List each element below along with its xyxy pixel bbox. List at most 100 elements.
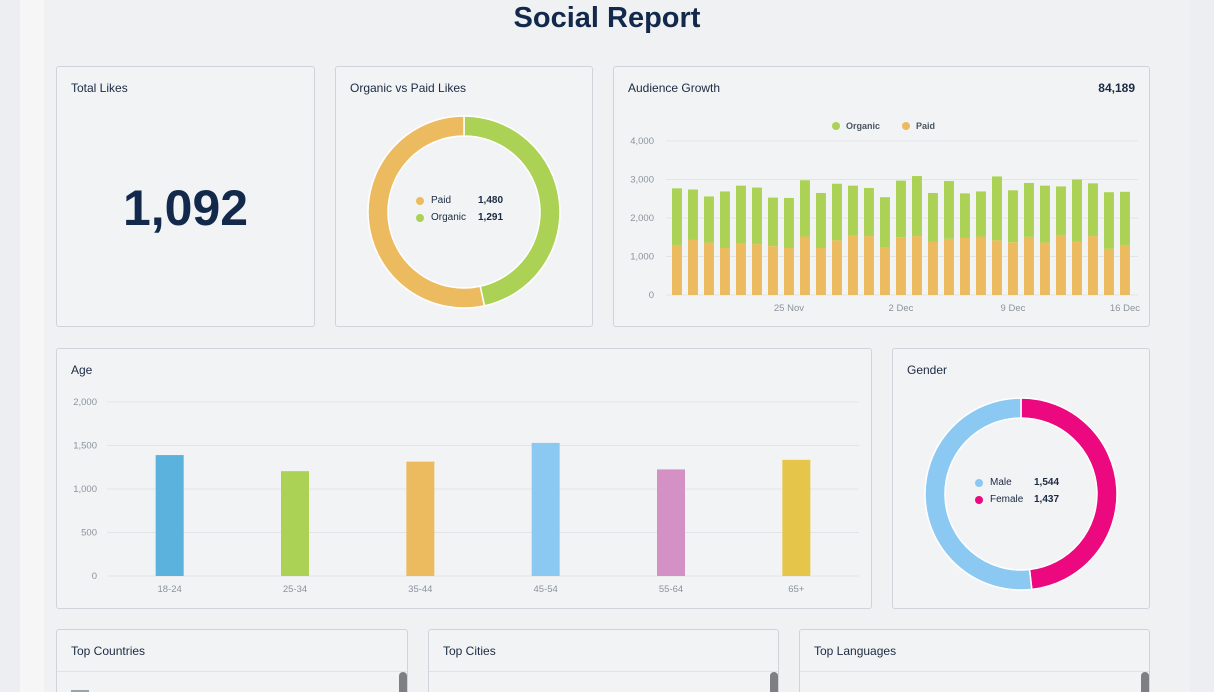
top-countries-scrollbar[interactable] [399,672,407,692]
ovp-legend-paid[interactable]: Paid [416,195,451,206]
country-flag-icon [71,690,89,692]
total-likes-value: 1,092 [122,180,249,236]
ag-ytick-label: 4,000 [630,136,654,147]
male-legend-value: 1,544 [1034,477,1060,488]
ag-bar-paid [976,236,986,295]
ovp-slice-organic [463,115,561,307]
age-bar-18-24 [155,455,184,576]
age-bar-45-54 [531,442,560,576]
ag-bar-organic [816,192,826,249]
ag-bar-organic [1024,182,1034,237]
ag-bar-paid [784,248,794,295]
ag-bar-paid [992,240,1002,295]
top-countries-title: Top Countries [71,644,146,658]
ag-bar-paid [768,246,778,295]
ag-bar-paid [1072,241,1082,295]
ovp-slice-paid [367,115,486,309]
ag-bar-organic [992,176,1002,241]
age-ytick-label: 0 [92,571,97,582]
age-card: Age 0 500 1,000 1,500 2,000 18-24 25-34 35-44 45… [56,348,872,609]
ag-bar-paid [848,235,858,295]
age-ytick-label: 1,500 [73,441,97,452]
ag-bar-organic [720,191,730,249]
top-languages-card: Top Languages [799,629,1150,692]
ag-bar-paid [896,237,906,295]
ag-bar-organic [800,180,810,237]
ag-bar-organic [832,183,842,241]
gender-title: Gender [907,363,948,377]
ag-bar-paid [688,239,698,295]
age-xtick-label: 65+ [788,584,805,595]
gender-legend-female[interactable]: Female [975,494,1023,505]
ag-bar-paid [1008,242,1018,295]
paid-legend-label: Paid [431,195,452,206]
ag-bar-organic [1120,191,1130,245]
ag-ytick-label: 1,000 [630,252,654,263]
top-countries-header [57,630,407,672]
age-bar-65- [782,459,811,576]
top-cities-title: Top Cities [443,644,496,658]
paid-legend-swatch [416,196,424,205]
male-legend-swatch [975,478,983,487]
top-cities-header [429,630,778,672]
ag-bar-organic [864,187,874,237]
gender-legend-male[interactable]: Male [975,477,1012,488]
ag-bar-organic [880,197,890,248]
age-xtick-label: 35-44 [408,584,432,595]
gender-card: Gender Male 1,544 Female 1,437 [892,348,1150,609]
ag-xtick-label: 16 Dec [1110,303,1140,314]
background-right-margin [1188,0,1214,692]
ag-bar-paid [800,236,810,295]
ag-bar-organic [1072,179,1082,242]
ag-bar-paid [1024,236,1034,295]
age-bar-55-64 [657,469,685,576]
age-ytick-label: 1,000 [73,484,97,495]
audience-growth-chart: 0 1,000 2,000 3,000 4,000 25 Nov 2 Dec 9 Dec 16 … [630,121,1140,314]
top-languages-header [800,630,1149,672]
ag-xtick-label: 9 Dec [1001,303,1026,314]
ag-legend-swatch-paid [902,122,910,130]
age-ytick-label: 2,000 [73,397,97,408]
age-bar-35-44 [406,461,435,576]
ag-bar-organic [1104,192,1114,249]
age-xtick-label: 25-34 [283,584,307,595]
age-xtick-label: 55-64 [659,584,683,595]
age-title: Age [71,363,93,377]
ag-bar-paid [816,248,826,295]
ag-ytick-label: 3,000 [630,175,654,186]
top-cities-scrollbar[interactable] [770,672,778,692]
ag-bar-organic [928,192,938,242]
ag-bar-organic [736,185,746,244]
ag-bar-organic [960,193,970,239]
top-cities-card: Top Cities [428,629,779,692]
ag-bar-paid [944,238,954,295]
ag-bar-paid [832,240,842,295]
ag-bar-paid [1120,244,1130,295]
total-likes-title: Total Likes [71,81,128,95]
ag-bar-paid [912,236,922,295]
female-legend-swatch [975,495,983,504]
ag-bar-organic [944,181,954,239]
ag-bar-paid [720,248,730,295]
ag-bar-organic [1088,183,1098,237]
age-xtick-label: 18-24 [158,584,182,595]
ag-bar-organic [896,180,906,238]
ag-bar-organic [672,188,682,245]
ag-bar-paid [1040,242,1050,295]
ovp-legend-organic[interactable]: Organic [416,212,466,223]
ag-bar-paid [752,244,762,295]
top-languages-title: Top Languages [814,644,897,658]
organic-vs-paid-title: Organic vs Paid Likes [350,81,467,95]
ag-bar-paid [1104,248,1114,295]
ag-bar-paid [1088,236,1098,295]
ag-bar-paid [1056,234,1066,295]
ag-bar-organic [912,176,922,237]
ag-bar-paid [704,242,714,295]
female-legend-value: 1,437 [1034,494,1060,505]
ag-bar-paid [736,243,746,295]
top-languages-scrollbar[interactable] [1141,672,1149,692]
organic-legend-label: Organic [431,212,467,223]
top-countries-card: Top Countries [56,629,408,692]
ag-bar-paid [960,238,970,295]
ag-legend-swatch-organic [832,122,840,130]
